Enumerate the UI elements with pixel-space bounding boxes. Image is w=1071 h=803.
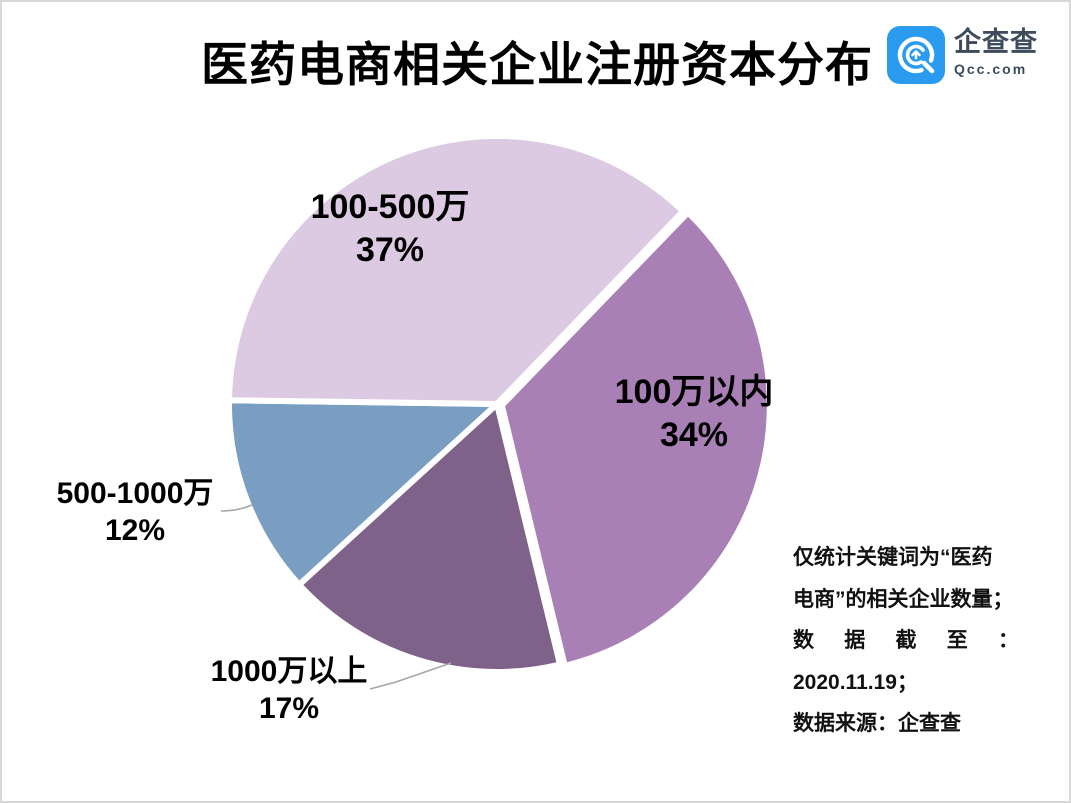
pie-slice-100万以内 (498, 209, 773, 669)
footnote: 仅统计关键词为“医药 电商”的相关企业数量； 数 据 截 至 ： 2020.11.19； 数据来… (793, 537, 1019, 745)
brand-name: 企查查 (954, 27, 1038, 57)
brand-domain: Qcc.com (954, 61, 1028, 77)
pie-slice-1000万以上 (296, 401, 563, 675)
footnote-line: 仅统计关键词为“医药 (793, 546, 993, 569)
qcc-q-swirl-icon (887, 26, 945, 84)
footnote-char: ： (998, 629, 1019, 652)
slice-label-name: 500-1000万 (56, 477, 214, 510)
chart-title: 医药电商相关企业注册资本分布 (201, 38, 873, 91)
footnote-char: 数 (793, 629, 814, 652)
footnote-char: 至 (946, 629, 968, 652)
footnote-line: 数据来源：企查查 (793, 712, 961, 735)
slice-label-name: 100万以内 (614, 373, 774, 411)
slice-label-500-1000w: 500-1000万 12% (57, 475, 214, 549)
slice-label-name: 1000万以上 (210, 655, 368, 688)
footnote-line: 数 据 截 至 ： (793, 620, 1019, 662)
footnote-line: 2020.11.19； (793, 670, 918, 694)
footnote-line: 电商”的相关企业数量； (793, 587, 1014, 611)
slice-label-percent: 37% (355, 231, 425, 269)
pie-slice-500-1000万 (225, 397, 500, 588)
slice-label-percent: 12% (104, 514, 166, 547)
slice-label-name: 100-500万 (310, 188, 470, 226)
qcc-logo-text: 企查查 Qcc.com (954, 26, 1038, 77)
slice-label-under-100w: 100万以内 34% (615, 371, 774, 457)
qcc-logo: 企查查 Qcc.com (887, 26, 1038, 84)
footnote-char: 据 (844, 629, 866, 652)
leader-line (369, 662, 452, 690)
slice-label-100-500w: 100-500万 37% (311, 186, 470, 272)
slice-label-percent: 34% (659, 416, 729, 454)
slice-label-percent: 17% (258, 692, 320, 725)
leader-line (220, 504, 253, 512)
pie-slice-100-500万 (226, 132, 687, 407)
footnote-char: 截 (895, 629, 917, 652)
slice-label-over-1000w: 1000万以上 17% (211, 653, 368, 727)
